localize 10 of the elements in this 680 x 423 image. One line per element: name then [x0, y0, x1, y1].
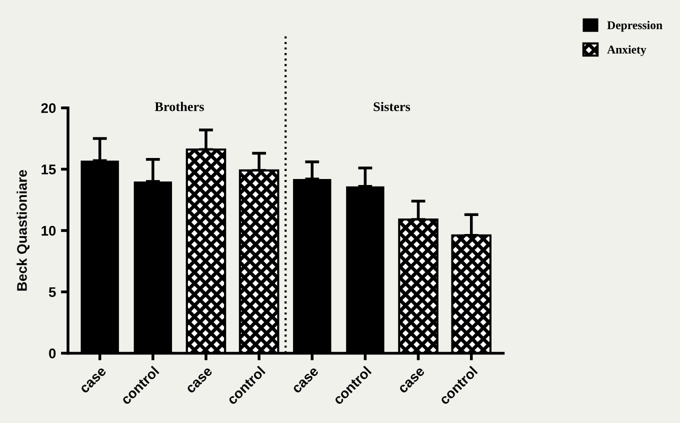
annotation: Brothers — [154, 102, 204, 112]
y-tick-label: 5 — [48, 287, 56, 298]
annotation: Sisters — [374, 102, 410, 112]
legend-label: Depression — [607, 20, 662, 32]
y-tick-label: 15 — [42, 164, 56, 174]
y-tick-label: 20 — [41, 103, 56, 114]
y-axis-title: Beck Quastioniare — [16, 170, 30, 291]
legend-label: Anxiety — [607, 45, 646, 56]
y-tick-label: 0 — [49, 348, 56, 358]
y-tick-label: 10 — [42, 226, 56, 236]
